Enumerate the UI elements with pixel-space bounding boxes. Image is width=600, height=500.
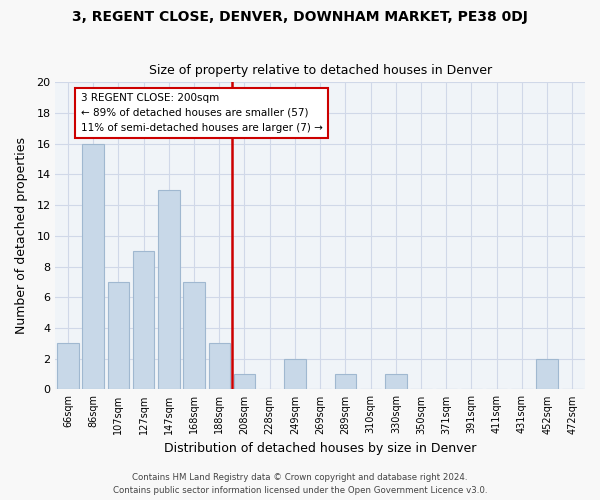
Bar	[234, 374, 255, 390]
Bar	[284, 358, 305, 390]
Bar	[82, 144, 104, 390]
Bar	[335, 374, 356, 390]
Bar	[133, 251, 154, 390]
Bar	[158, 190, 179, 390]
Title: Size of property relative to detached houses in Denver: Size of property relative to detached ho…	[149, 64, 492, 77]
Bar	[385, 374, 407, 390]
Bar	[57, 344, 79, 390]
Bar	[184, 282, 205, 390]
Bar	[209, 344, 230, 390]
X-axis label: Distribution of detached houses by size in Denver: Distribution of detached houses by size …	[164, 442, 476, 455]
Text: 3, REGENT CLOSE, DENVER, DOWNHAM MARKET, PE38 0DJ: 3, REGENT CLOSE, DENVER, DOWNHAM MARKET,…	[72, 10, 528, 24]
Text: Contains HM Land Registry data © Crown copyright and database right 2024.
Contai: Contains HM Land Registry data © Crown c…	[113, 474, 487, 495]
Y-axis label: Number of detached properties: Number of detached properties	[15, 138, 28, 334]
Text: 3 REGENT CLOSE: 200sqm
← 89% of detached houses are smaller (57)
11% of semi-det: 3 REGENT CLOSE: 200sqm ← 89% of detached…	[80, 93, 322, 132]
Bar	[536, 358, 558, 390]
Bar	[107, 282, 129, 390]
